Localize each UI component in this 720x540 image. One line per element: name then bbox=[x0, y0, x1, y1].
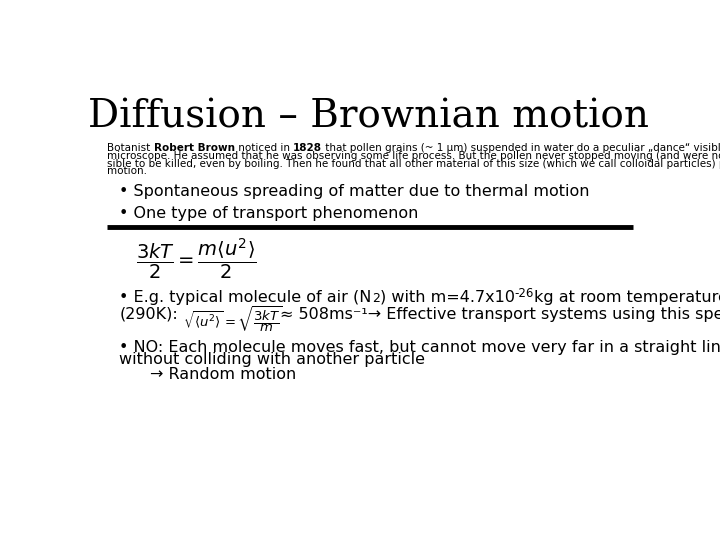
Text: Diffusion – Brownian motion: Diffusion – Brownian motion bbox=[89, 99, 649, 136]
Text: → Random motion: → Random motion bbox=[150, 367, 297, 382]
Text: noticed in: noticed in bbox=[235, 143, 293, 153]
Text: 1828: 1828 bbox=[293, 143, 322, 153]
Text: (290K):: (290K): bbox=[120, 307, 179, 322]
Text: that pollen grains (~ 1 μm) suspended in water do a peculiar „dance“ visible wit: that pollen grains (~ 1 μm) suspended in… bbox=[322, 143, 720, 153]
Text: -26: -26 bbox=[515, 287, 534, 300]
Text: microscope. He assumed that he was observing some life process. But the pollen n: microscope. He assumed that he was obser… bbox=[107, 151, 720, 161]
Text: • Spontaneous spreading of matter due to thermal motion: • Spontaneous spreading of matter due to… bbox=[120, 184, 590, 199]
Text: ≈ 508ms⁻¹→ Effective transport systems using this speed?: ≈ 508ms⁻¹→ Effective transport systems u… bbox=[280, 307, 720, 322]
Text: • NO: Each molecule moves fast, but cannot move very far in a straight line: • NO: Each molecule moves fast, but cann… bbox=[120, 340, 720, 355]
Text: ) with m=4.7x10: ) with m=4.7x10 bbox=[379, 289, 515, 305]
Text: motion.: motion. bbox=[107, 166, 147, 177]
Text: Robert Brown: Robert Brown bbox=[153, 143, 235, 153]
Text: $\sqrt{\langle u^2 \rangle} = \sqrt{\dfrac{3kT}{m}}$: $\sqrt{\langle u^2 \rangle} = \sqrt{\dfr… bbox=[183, 305, 283, 335]
Text: without colliding with another particle: without colliding with another particle bbox=[120, 352, 426, 367]
Text: • One type of transport phenomenon: • One type of transport phenomenon bbox=[120, 206, 419, 221]
Text: Botanist: Botanist bbox=[107, 143, 153, 153]
Text: $\dfrac{3kT}{2} = \dfrac{m\langle u^2 \rangle}{2}$: $\dfrac{3kT}{2} = \dfrac{m\langle u^2 \r… bbox=[137, 237, 257, 281]
Text: sible to be killed, even by boiling. Then he found that all other material of th: sible to be killed, even by boiling. The… bbox=[107, 159, 720, 168]
Text: • E.g. typical molecule of air (N: • E.g. typical molecule of air (N bbox=[120, 289, 372, 305]
Text: 2: 2 bbox=[372, 292, 379, 305]
Text: kg at room temperature: kg at room temperature bbox=[534, 289, 720, 305]
